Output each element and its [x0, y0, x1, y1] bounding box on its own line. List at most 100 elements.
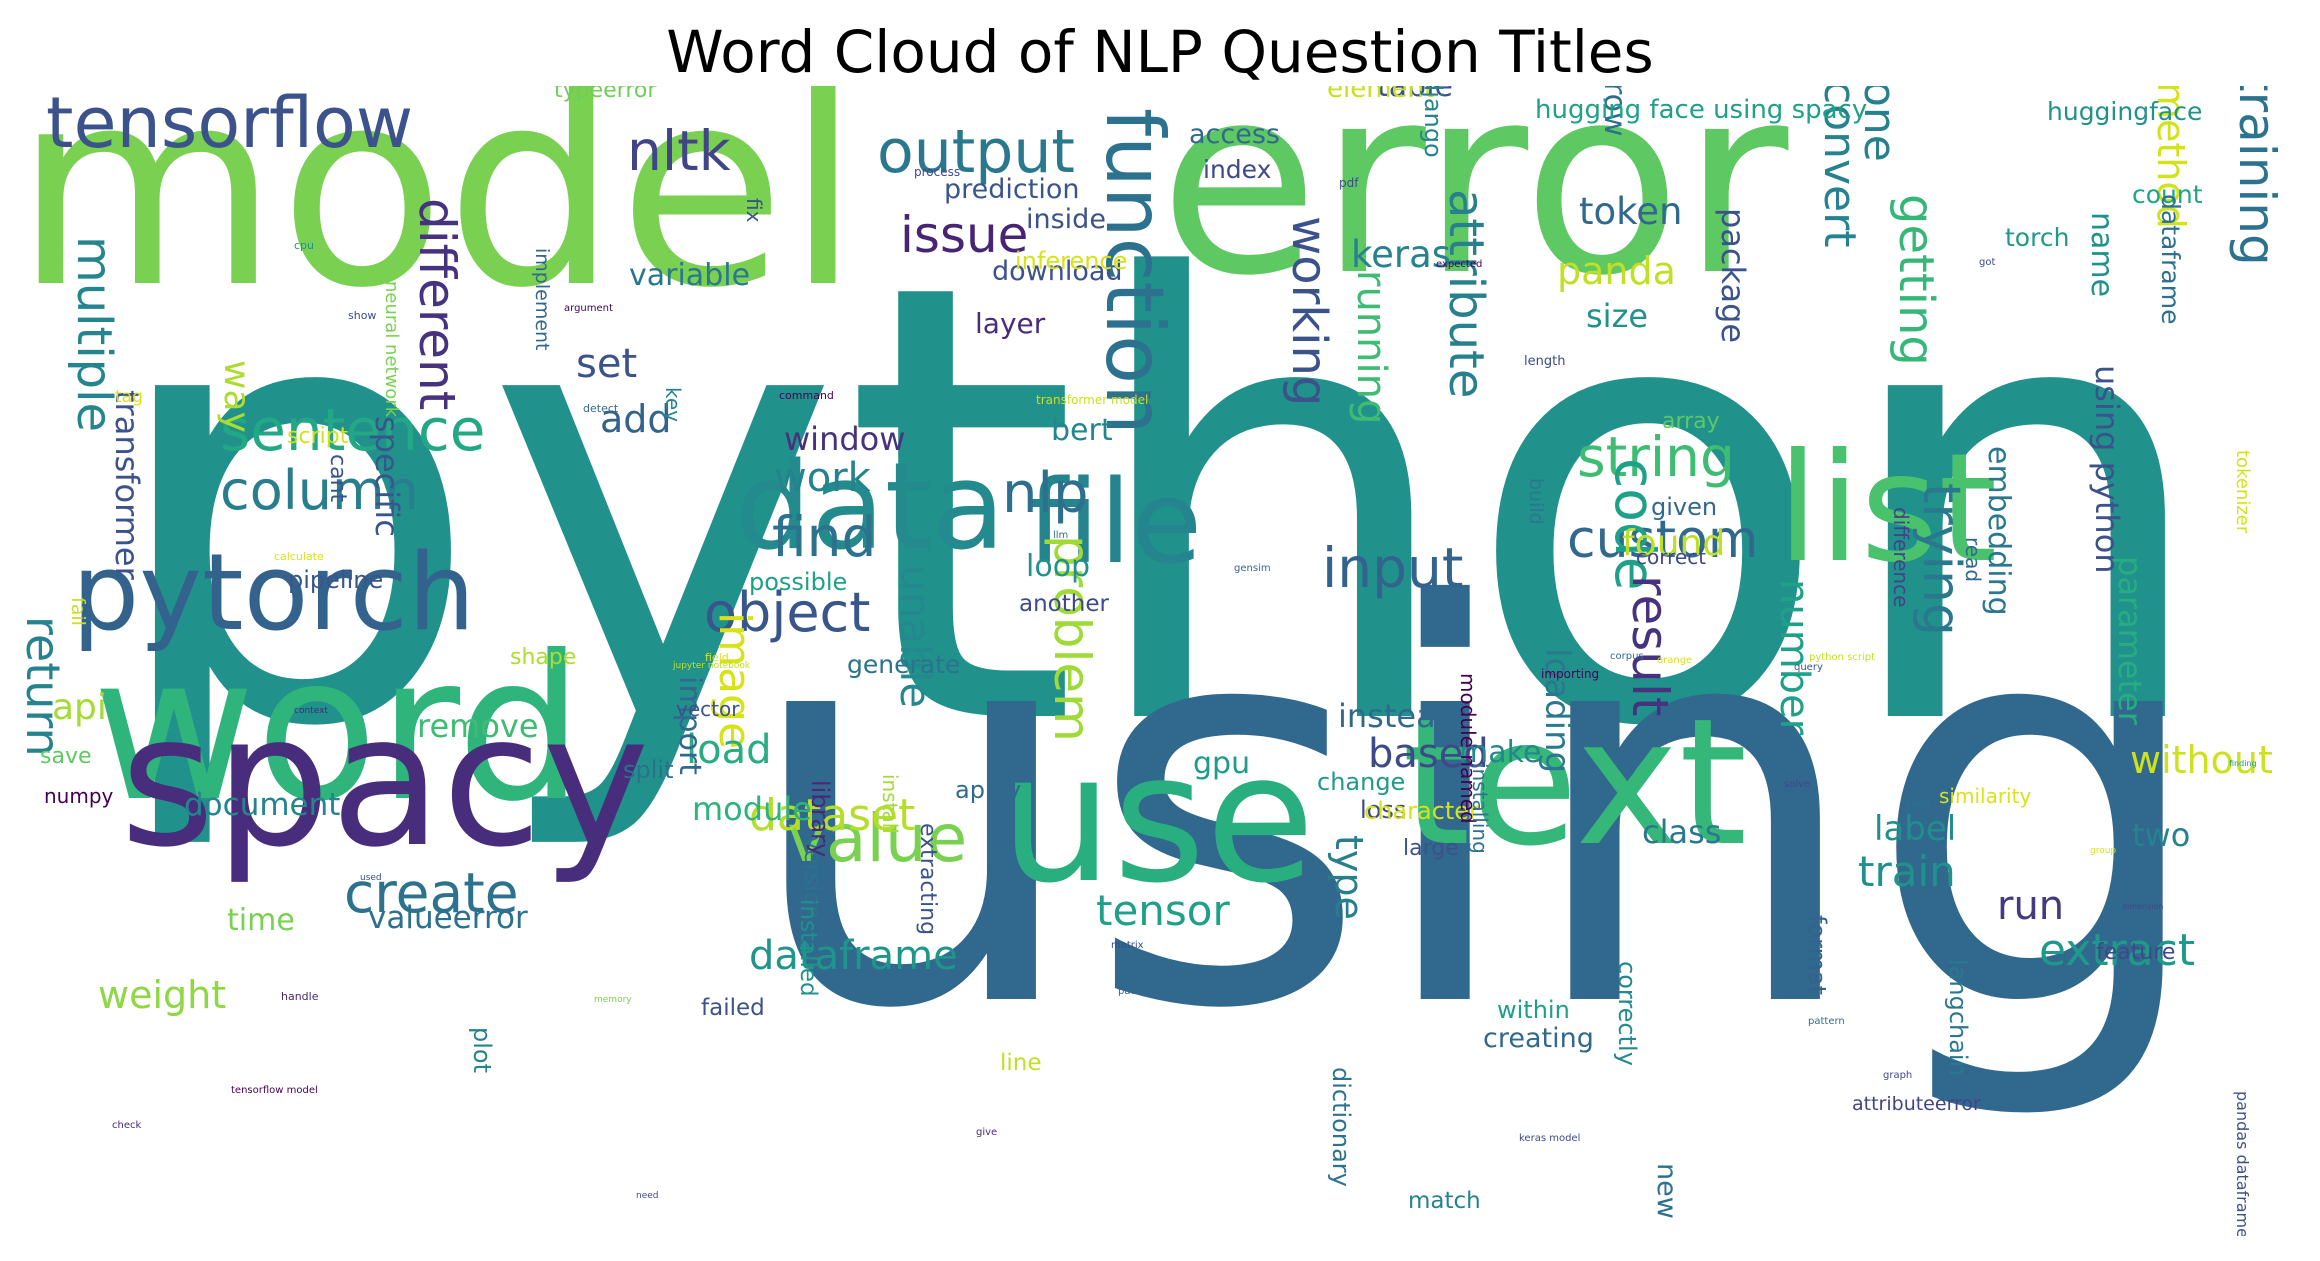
word-length: length [1524, 354, 1566, 369]
word-huggingface: huggingface [2047, 97, 2203, 126]
word-within: within [1497, 996, 1570, 1024]
word-bert: bert [1051, 413, 1113, 448]
word-parameter: parameter [2111, 556, 2149, 725]
word-remove: remove [417, 707, 539, 745]
word-show: show [348, 309, 377, 322]
word-creating: creating [1483, 1023, 1594, 1054]
word-window: window [784, 420, 906, 458]
word-corpus: corpus [1610, 651, 1644, 662]
word-split: split [623, 756, 674, 784]
word-valueerror: valueerror [368, 900, 528, 936]
word-possible: possible [749, 568, 848, 596]
word-object: object [704, 581, 871, 644]
word-instead: instead [1338, 697, 1456, 735]
word-loop: loop [1026, 549, 1091, 584]
word-script: script [287, 424, 349, 449]
word-sentence: sentence [220, 396, 486, 464]
word-text: text [1402, 682, 1748, 885]
word-trying: trying [1911, 483, 1971, 636]
word-run: run [1997, 883, 2065, 929]
word-read: read [1961, 537, 1985, 583]
word-installing: installing [1468, 763, 1492, 854]
word-access: access [1189, 119, 1280, 150]
word-pdf: pdf [1339, 176, 1359, 190]
word-dimension: dimension [2122, 902, 2164, 911]
word-large: large [1403, 836, 1459, 861]
word-tensor: tensor [1096, 886, 1230, 935]
word-check: check [112, 1120, 142, 1131]
word-running: running [1348, 270, 1394, 425]
word-nlp: nlp [1002, 461, 1089, 526]
word-package: package [1714, 208, 1752, 344]
word-got: got [1979, 257, 1996, 268]
word-number: number [1771, 579, 1817, 736]
word-work: work [774, 455, 871, 501]
word-list: list [1777, 422, 1998, 596]
word-expected: expected [1436, 259, 1483, 270]
word-dataset: dataset [749, 790, 916, 841]
word-find: find [772, 505, 877, 569]
page-title: Word Cloud of NLP Question Titles [666, 18, 1654, 86]
word-match: match [1408, 1188, 1481, 1214]
word-apply: apply [955, 776, 1022, 804]
word-based: based [1368, 731, 1489, 777]
word-using-python: using python [2088, 365, 2126, 574]
word-module: module [692, 790, 812, 828]
word-pattern: pattern [1808, 1016, 1845, 1027]
word-keras: keras [1351, 233, 1452, 276]
word-unable: unable [891, 565, 940, 709]
word-using: using [740, 493, 2213, 1128]
word-working: working [1281, 216, 1337, 407]
word-plot: plot [468, 1027, 496, 1073]
word-need: need [636, 1191, 659, 1201]
word-type: type [1327, 835, 1371, 920]
word-make: make [1459, 735, 1542, 770]
word-prediction: prediction [944, 174, 1080, 205]
word-index: index [1203, 155, 1272, 184]
word-gensim: gensim [1234, 563, 1271, 574]
word-cuda: cuda [1906, 798, 1931, 809]
word-set: set [576, 341, 638, 387]
word-format: format [1803, 915, 1831, 996]
word-two: two [2132, 816, 2191, 854]
word-table: table [1377, 86, 1453, 104]
word-transformer: transformer [108, 390, 146, 580]
word-fix: fix [742, 198, 766, 223]
word-use: use [1000, 715, 1316, 922]
word-character: character [1364, 797, 1479, 825]
word-command: command [779, 389, 834, 402]
word-process: process [914, 165, 961, 179]
word-file: file [1027, 456, 1203, 590]
word-tensorflow: tensorflow [46, 86, 414, 164]
word-build: build [1525, 478, 1547, 525]
word-inside: inside [1026, 204, 1106, 235]
word-detect: detect [583, 402, 619, 415]
word-cant: cant [325, 454, 350, 503]
word-python-script: python script [1809, 652, 1876, 663]
word-used: used [360, 873, 382, 883]
word-label: label [1874, 809, 1957, 849]
word-generate: generate [847, 650, 961, 679]
word-value: value [787, 800, 968, 877]
word-given: given [1651, 493, 1718, 521]
word-training: training [2228, 86, 2286, 266]
word-finding: finding [2229, 759, 2257, 768]
word-variable: variable [629, 258, 751, 293]
word-count: count [2132, 180, 2203, 209]
word-keras-model: keras model [1519, 1133, 1581, 1144]
word-string: string [1577, 425, 1735, 489]
word-dataframe: dataframe [749, 933, 958, 979]
word-similarity: similarity [1939, 784, 2032, 808]
word-library: library [806, 780, 834, 858]
word-install: install [878, 774, 902, 834]
word-context: context [294, 706, 328, 716]
word-correct: correct [1636, 545, 1707, 569]
word-array: array [1662, 409, 1720, 434]
word-torch: torch [2005, 223, 2070, 252]
word-create: create [344, 861, 519, 925]
word-give: give [976, 1127, 998, 1138]
word-document: document [184, 787, 341, 823]
word-data: data [735, 438, 1006, 577]
word-add: add [600, 397, 672, 441]
word-extracting: extracting [915, 823, 940, 936]
